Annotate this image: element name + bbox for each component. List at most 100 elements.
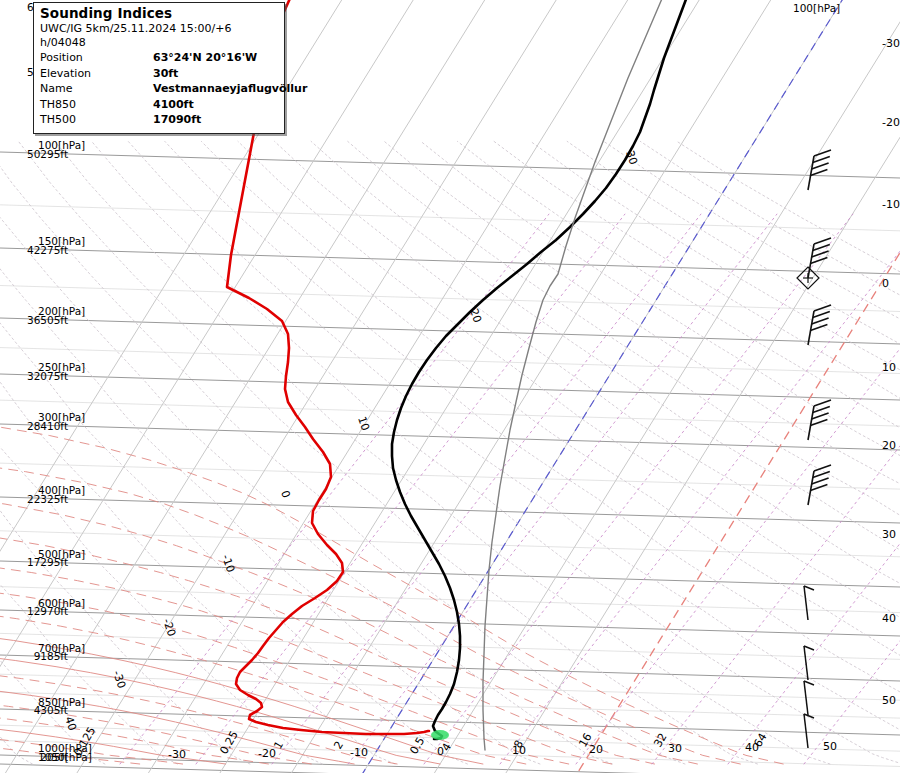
dry-adiabat-140 (384, 141, 900, 764)
pressure-tick: 300[hPa] (38, 412, 85, 423)
indices-row: TH8504100ft (40, 97, 278, 113)
right-temperature-tick: 20 (882, 440, 896, 451)
right-temperature-tick: -10 (882, 199, 900, 210)
panel-title: Sounding Indices (40, 6, 278, 21)
pressure-tick: 600[hPa] (38, 598, 85, 609)
mixing-ratio-4 (500, 214, 900, 764)
isobar-200 (0, 315, 900, 344)
dry-adiabat-label--30: -30 (110, 669, 128, 690)
indices-key: Position (40, 50, 153, 66)
panel-subtitle: UWC/IG 5km/25.11.2024 15:00/+6 h/04048 (40, 22, 278, 49)
indices-key: TH500 (40, 112, 153, 128)
dry-adiabat-70 (128, 141, 900, 764)
indices-value: Vestmannaeyjaflugvöllur (153, 81, 307, 97)
right-temperature-tick: -20 (882, 117, 900, 128)
wind-barb (804, 586, 814, 620)
mixing-ratio-label-2: 2 (331, 739, 346, 752)
isobar-minor-450 (0, 527, 900, 556)
indices-value: 63°24'N 20°16'W (153, 50, 257, 66)
moist-adiabat-36 (0, 448, 698, 764)
dry-adiabat--40 (0, 141, 177, 764)
pressure-tick: 100[hPa] (38, 140, 85, 151)
isobar-minor-125 (0, 201, 900, 230)
wind-barb-layer (797, 150, 831, 748)
curve-layer (227, 0, 688, 750)
wind-barb (804, 646, 814, 680)
dry-adiabat-label-30: 30 (623, 149, 640, 166)
isobar-minor-650 (0, 630, 900, 659)
pressure-tick: 200[hPa] (38, 306, 85, 317)
dry-adiabat-60 (92, 141, 900, 764)
bottom-temperature-tick: 40 (745, 742, 759, 753)
pressure-tick: 400[hPa] (38, 485, 85, 496)
isotherm--20 (281, 0, 796, 773)
indices-key: TH850 (40, 97, 153, 113)
indices-row: Position63°24'N 20°16'W (40, 50, 278, 66)
dry-adiabat-label-40: 40 (62, 715, 79, 732)
curve-parcel (483, 0, 664, 750)
right-temperature-tick: 40 (882, 613, 896, 624)
dry-adiabat-210 (640, 141, 900, 764)
moist-adiabat-48 (0, 357, 784, 764)
isobar-700 (0, 652, 900, 681)
indices-row: NameVestmannaeyjaflugvöllur (40, 81, 278, 97)
pressure-tick: 150[hPa] (38, 236, 85, 247)
mixing-ratio-0.125 (120, 214, 549, 764)
surface-parcel-marker (431, 730, 449, 740)
panel-rows: Position63°24'N 20°16'WElevation30ftName… (40, 50, 278, 128)
indices-value: 30ft (153, 66, 178, 82)
bottom-temperature-tick: -10 (350, 747, 368, 758)
indices-key: Elevation (40, 66, 153, 82)
indices-row: TH50017090ft (40, 112, 278, 128)
dry-adiabat-130 (348, 141, 900, 764)
isobar-300 (0, 421, 900, 450)
pressure-tick: 850[hPa] (38, 697, 85, 708)
isobar-minor-225 (0, 344, 900, 373)
top-pressure-tick: 100[hPa] (793, 3, 840, 14)
indices-row: Elevation30ft (40, 66, 278, 82)
dry-adiabat-label--10: -10 (219, 553, 237, 574)
isotherm-highlight (567, 0, 900, 773)
pressure-tick: 250[hPa] (38, 362, 85, 373)
dry-adiabat-50 (55, 141, 830, 764)
bottom-temperature-tick: 20 (589, 744, 603, 755)
bottom-temperature-tick: -30 (168, 749, 186, 760)
dry-adiabat-label-20: 20 (467, 307, 484, 324)
pressure-tick: 1050[hPa] (38, 752, 92, 763)
sounding-indices-panel: Sounding Indices UWC/IG 5km/25.11.2024 1… (33, 2, 285, 134)
bottom-temperature-tick: 10 (512, 745, 526, 756)
right-temperature-tick: 10 (882, 362, 896, 373)
dry-adiabat-200 (604, 141, 900, 764)
right-temperature-tick: 50 (882, 695, 896, 706)
indices-value: 4100ft (153, 97, 194, 113)
dry-adiabat-120 (311, 141, 900, 764)
wind-barb (797, 238, 831, 289)
isobar-minor-350 (0, 460, 900, 489)
right-temperature-tick: 0 (882, 278, 889, 289)
right-temperature-tick: 30 (882, 529, 896, 540)
bottom-temperature-tick: 50 (823, 741, 837, 752)
wind-barb (808, 150, 831, 190)
bottom-temperature-tick: 30 (668, 743, 682, 754)
dry-adiabat-180 (531, 141, 900, 764)
mixing-ratio-label-0.5: 0.5 (407, 735, 427, 757)
isobar-500 (0, 558, 900, 587)
isobar-400 (0, 494, 900, 523)
wind-barb (808, 465, 831, 505)
dry-adiabat-40 (18, 141, 757, 764)
bottom-temperature-tick: 0 (437, 746, 444, 757)
dry-adiabat-label-10: 10 (355, 415, 372, 432)
dry-adiabat-label-0: 0 (278, 489, 293, 500)
isobar-250 (0, 371, 900, 400)
right-temperature-tick: -30 (882, 38, 900, 49)
isobar-150 (0, 245, 900, 274)
dry-adiabat-30 (0, 141, 685, 764)
mixing-ratio-8 (576, 214, 900, 764)
indices-value: 17090ft (153, 112, 201, 128)
dry-adiabat-150 (421, 141, 900, 764)
sounding-diagram: 3020100-10-20-30400.1250.250.51248163264… (0, 0, 900, 773)
wind-barb (808, 400, 831, 440)
bottom-temperature-tick: -20 (258, 748, 276, 759)
mixing-ratio-16 (652, 214, 900, 764)
pressure-tick: 500[hPa] (38, 549, 85, 560)
